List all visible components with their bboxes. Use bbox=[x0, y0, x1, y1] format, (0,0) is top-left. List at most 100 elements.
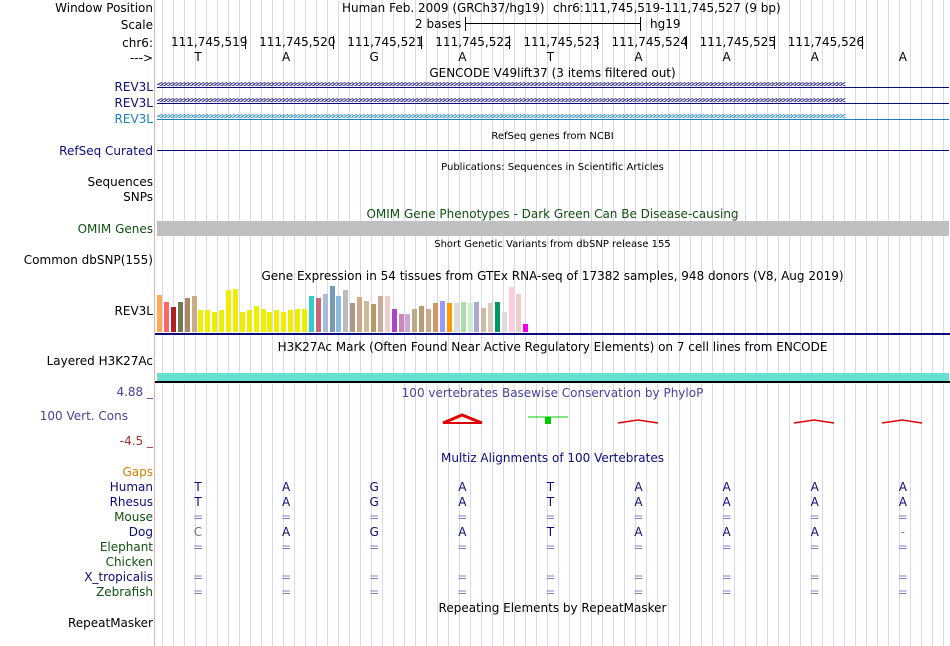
repeat-title[interactable]: Repeating Elements by RepeatMasker bbox=[438, 601, 667, 615]
gtex-tissue-bar[interactable] bbox=[412, 309, 418, 332]
multiz-title[interactable]: Multiz Alignments of 100 Vertebrates bbox=[440, 451, 665, 465]
repeat-label[interactable]: RepeatMasker bbox=[67, 616, 153, 630]
species-label[interactable]: Chicken bbox=[105, 555, 153, 569]
gencode-gene-label[interactable]: REV3L bbox=[114, 80, 153, 94]
gtex-tissue-bar[interactable] bbox=[502, 312, 507, 332]
species-label[interactable]: Human bbox=[109, 480, 153, 494]
gencode-gene-track[interactable] bbox=[157, 103, 949, 104]
gtex-tissue-bar[interactable] bbox=[370, 304, 376, 332]
species-label[interactable]: Elephant bbox=[99, 540, 153, 554]
gtex-tissue-bar[interactable] bbox=[226, 290, 231, 332]
pubs-snps-label[interactable]: SNPs bbox=[123, 190, 153, 204]
cons-label[interactable]: 100 Vert. Cons bbox=[39, 409, 128, 423]
gtex-tissue-bar[interactable] bbox=[184, 298, 190, 332]
gtex-tissue-bar[interactable] bbox=[198, 310, 204, 332]
omim-label[interactable]: OMIM Genes bbox=[77, 222, 153, 236]
h3k27ac-title[interactable]: H3K27Ac Mark (Often Found Near Active Re… bbox=[277, 340, 828, 354]
gtex-tissue-bar[interactable] bbox=[295, 309, 300, 332]
gencode-gene-label[interactable]: REV3L bbox=[114, 96, 153, 110]
gtex-tissue-bar[interactable] bbox=[246, 310, 252, 332]
gtex-tissue-bar[interactable] bbox=[157, 295, 162, 332]
gtex-tissue-bar[interactable] bbox=[322, 294, 328, 332]
gtex-tissue-bar[interactable] bbox=[405, 314, 411, 332]
refseq-label[interactable]: RefSeq Curated bbox=[59, 144, 153, 158]
gtex-tissue-bar[interactable] bbox=[315, 298, 321, 332]
h3k27ac-label[interactable]: Layered H3K27Ac bbox=[46, 354, 153, 368]
gtex-tissue-bar[interactable] bbox=[329, 286, 335, 332]
gtex-tissue-bar[interactable] bbox=[488, 303, 494, 332]
gtex-tissue-bar[interactable] bbox=[460, 302, 466, 332]
gtex-tissue-bar[interactable] bbox=[495, 302, 501, 332]
grid-line bbox=[756, 0, 757, 646]
omim-title[interactable]: OMIM Gene Phenotypes - Dark Green Can Be… bbox=[366, 207, 739, 221]
species-label[interactable]: Zebrafish bbox=[96, 585, 153, 599]
species-label[interactable]: Mouse bbox=[114, 510, 153, 524]
gtex-tissue-bar[interactable] bbox=[350, 303, 356, 332]
gtex-tissue-bar[interactable] bbox=[364, 301, 369, 332]
gtex-tissue-bar[interactable] bbox=[384, 296, 390, 332]
pubs-sequences-label[interactable]: Sequences bbox=[87, 175, 153, 189]
gtex-tissue-bar[interactable] bbox=[357, 297, 363, 332]
gtex-bar-chart[interactable] bbox=[157, 284, 537, 332]
gtex-tissue-bar[interactable] bbox=[274, 310, 280, 332]
gtex-tissue-bar[interactable] bbox=[343, 290, 349, 332]
gtex-tissue-bar[interactable] bbox=[260, 309, 266, 332]
gtex-tissue-bar[interactable] bbox=[508, 287, 514, 332]
grid-line bbox=[932, 0, 933, 646]
gtex-tissue-bar[interactable] bbox=[336, 296, 342, 332]
gencode-gene-track[interactable] bbox=[157, 87, 949, 88]
dbsnp-label[interactable]: Common dbSNP(155) bbox=[23, 253, 153, 267]
gtex-tissue-bar[interactable] bbox=[377, 296, 383, 332]
h3k27ac-signal[interactable] bbox=[157, 373, 949, 381]
gtex-tissue-bar[interactable] bbox=[219, 310, 225, 332]
gtex-tissue-bar[interactable] bbox=[419, 306, 425, 332]
alignment-base: = bbox=[633, 510, 644, 524]
refseq-track[interactable] bbox=[157, 150, 949, 151]
species-label[interactable]: Rhesus bbox=[109, 495, 153, 509]
cons-title[interactable]: 100 vertebrates Basewise Conservation by… bbox=[401, 386, 704, 400]
alignment-base: T bbox=[546, 480, 555, 494]
omim-track[interactable] bbox=[157, 221, 949, 236]
gaps-label[interactable]: Gaps bbox=[122, 465, 153, 479]
gtex-tissue-bar[interactable] bbox=[474, 302, 480, 332]
gtex-tissue-bar[interactable] bbox=[191, 296, 197, 332]
gtex-tissue-bar[interactable] bbox=[170, 307, 176, 332]
species-label[interactable]: X_tropicalis bbox=[84, 570, 153, 584]
grid-line bbox=[745, 0, 746, 646]
gtex-tissue-bar[interactable] bbox=[239, 312, 245, 332]
grid-line bbox=[921, 0, 922, 646]
gtex-tissue-bar[interactable] bbox=[433, 303, 438, 332]
gtex-tissue-bar[interactable] bbox=[281, 312, 287, 332]
gtex-tissue-bar[interactable] bbox=[446, 303, 452, 332]
gtex-gene-label[interactable]: REV3L bbox=[114, 304, 153, 318]
gtex-title[interactable]: Gene Expression in 54 tissues from GTEx … bbox=[261, 269, 844, 283]
gtex-tissue-bar[interactable] bbox=[391, 309, 397, 332]
gencode-gene-label[interactable]: REV3L bbox=[114, 112, 153, 126]
gtex-tissue-bar[interactable] bbox=[481, 308, 487, 332]
gtex-tissue-bar[interactable] bbox=[288, 310, 294, 332]
gtex-tissue-bar[interactable] bbox=[308, 296, 314, 332]
gtex-tissue-bar[interactable] bbox=[205, 310, 211, 332]
gtex-tissue-bar[interactable] bbox=[467, 303, 473, 332]
gtex-tissue-bar[interactable] bbox=[212, 312, 218, 332]
species-label[interactable]: Dog bbox=[128, 525, 153, 539]
gtex-tissue-bar[interactable] bbox=[253, 306, 259, 332]
gtex-tissue-bar[interactable] bbox=[177, 302, 183, 332]
dbsnp-title[interactable]: Short Genetic Variants from dbSNP releas… bbox=[434, 239, 671, 250]
refseq-title[interactable]: RefSeq genes from NCBI bbox=[491, 131, 614, 142]
gtex-tissue-bar[interactable] bbox=[163, 302, 169, 332]
gtex-tissue-bar[interactable] bbox=[267, 312, 273, 332]
gtex-tissue-bar[interactable] bbox=[515, 294, 521, 332]
gencode-title[interactable]: GENCODE V49lift37 (3 items filtered out) bbox=[429, 66, 676, 80]
alignment-base: = bbox=[897, 585, 908, 599]
gtex-tissue-bar[interactable] bbox=[426, 309, 432, 332]
gtex-tissue-bar[interactable] bbox=[398, 314, 404, 332]
gtex-tissue-bar[interactable] bbox=[522, 324, 528, 332]
gencode-gene-track[interactable] bbox=[157, 119, 949, 120]
gtex-tissue-bar[interactable] bbox=[439, 301, 445, 332]
gtex-tissue-bar[interactable] bbox=[232, 289, 238, 332]
gtex-tissue-bar[interactable] bbox=[453, 303, 459, 332]
gtex-tissue-bar[interactable] bbox=[301, 309, 307, 332]
pubs-title[interactable]: Publications: Sequences in Scientific Ar… bbox=[441, 162, 664, 173]
